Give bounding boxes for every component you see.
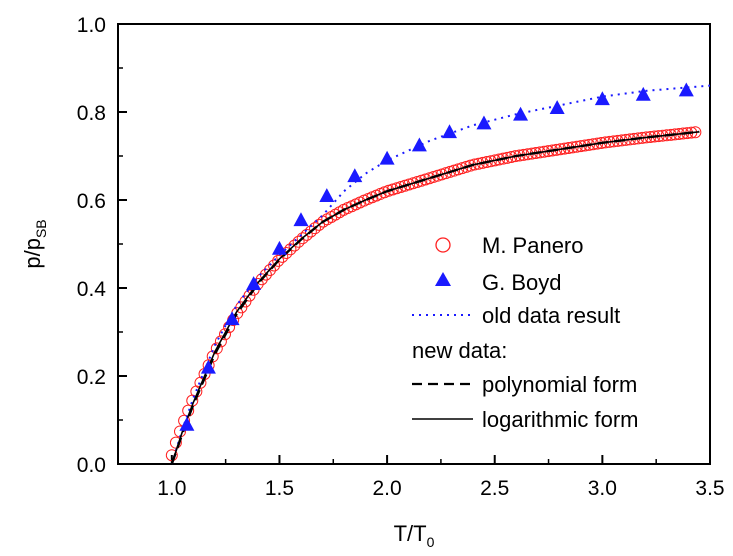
y-tick-label: 0.8 — [77, 102, 106, 125]
legend-label-boyd: G. Boyd — [482, 270, 561, 295]
boyd-point — [200, 359, 216, 374]
boyd-point — [271, 240, 287, 255]
x-tick-label: 1.5 — [265, 477, 294, 500]
legend-heading: new data: — [412, 338, 507, 363]
x-tick-label: 2.0 — [372, 477, 401, 500]
legend-label-panero: M. Panero — [482, 233, 584, 258]
panero-point — [169, 436, 182, 449]
x-axis-title: T/T0 — [394, 521, 435, 550]
x-tick-label: 1.0 — [157, 477, 186, 500]
panero-point — [292, 235, 305, 248]
axis-ticks — [117, 23, 711, 465]
panero-point — [214, 335, 227, 348]
panero-point — [218, 328, 231, 341]
y-tick-label: 0.4 — [77, 278, 107, 301]
y-axis-title: p/pSB — [20, 219, 49, 268]
boyd-point — [411, 137, 427, 152]
x-tick-label: 3.0 — [588, 477, 617, 500]
panero-point — [243, 289, 256, 302]
x-axis-title-main: T/T — [394, 521, 427, 546]
series-line-4 — [171, 131, 700, 465]
boyd-point — [224, 311, 240, 326]
series-line-2 — [170, 84, 711, 465]
panero-point — [272, 254, 285, 267]
boyd-point — [549, 100, 565, 114]
panero-point — [268, 259, 281, 272]
y-tick-label: 1.0 — [77, 14, 106, 37]
legend: M. Panero G. Boyd old data result new da… — [412, 233, 638, 432]
panero-point — [308, 222, 321, 235]
plot-frame — [117, 23, 711, 465]
legend-label-log: logarithmic form — [482, 407, 638, 432]
boyd-point — [179, 416, 195, 431]
boyd-point — [678, 82, 694, 97]
x-tick-label: 2.5 — [480, 477, 509, 500]
y-tick-label: 0.6 — [77, 190, 106, 213]
panero-point — [296, 232, 309, 245]
series-layer — [165, 82, 711, 465]
boyd-point — [594, 91, 610, 106]
boyd-point — [635, 86, 651, 101]
boyd-point — [246, 276, 262, 290]
boyd-point — [293, 212, 309, 227]
panero-point — [210, 342, 223, 355]
legend-marker-panero — [435, 237, 451, 253]
boyd-point — [347, 168, 363, 183]
boyd-point — [442, 124, 458, 139]
y-tick-label: 0.2 — [77, 366, 106, 389]
boyd-point — [319, 188, 335, 202]
x-axis-title-sub: 0 — [427, 534, 435, 550]
boyd-point — [476, 115, 492, 130]
legend-marker-boyd — [435, 272, 451, 286]
legend-label-poly: polynomial form — [482, 372, 637, 397]
boyd-point — [513, 106, 529, 121]
panero-point — [313, 218, 326, 231]
panero-point — [468, 158, 481, 171]
boyd-point — [379, 150, 395, 165]
x-tick-label: 3.5 — [695, 477, 724, 500]
legend-label-old: old data result — [482, 303, 620, 328]
y-axis-title-sub: SB — [33, 219, 49, 238]
axis-tick-labels: 1.0 1.5 2.0 2.5 3.0 3.5 0.0 0.2 0.4 0.6 0.8 1.0 — [77, 14, 725, 500]
y-axis-title-main: p/p — [20, 238, 45, 269]
y-tick-label: 0.0 — [77, 454, 106, 477]
